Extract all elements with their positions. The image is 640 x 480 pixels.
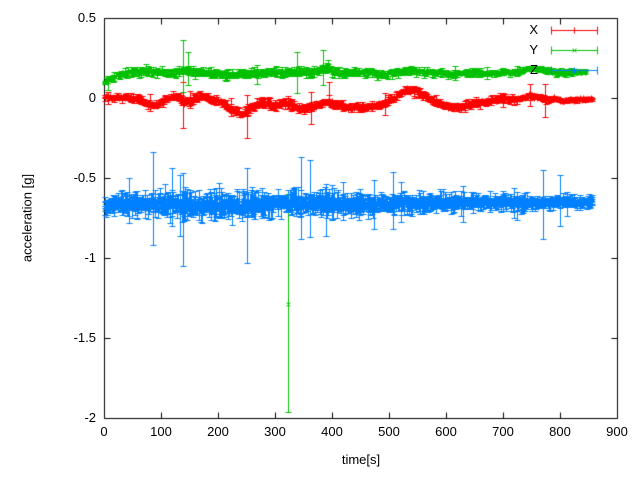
- x-tick-label: 200: [207, 424, 229, 439]
- x-tick-label: 0: [100, 424, 108, 439]
- y-tick-label: -1.5: [73, 330, 96, 345]
- x-tick-label: 700: [492, 424, 514, 439]
- y-tick-label: -1: [84, 250, 96, 265]
- x-tick-label: 400: [321, 424, 343, 439]
- x-tick-label: 300: [264, 424, 286, 439]
- x-tick-label: 600: [435, 424, 457, 439]
- y-tick-label: 0.5: [77, 10, 96, 25]
- x-tick-label: 800: [549, 424, 571, 439]
- x-tick-label: 100: [150, 424, 172, 439]
- y-tick-label: -2: [84, 410, 96, 425]
- x-axis-label: time[s]: [341, 452, 381, 467]
- x-tick-label: 500: [378, 424, 400, 439]
- x-tick-label: 900: [606, 424, 628, 439]
- legend-label-x: X: [529, 22, 538, 37]
- legend-label-y: Y: [529, 42, 538, 57]
- y-axis-label: acceleration [g]: [19, 173, 35, 263]
- y-tick-label: -0.5: [73, 170, 96, 185]
- legend-label-z: Z: [530, 62, 538, 77]
- y-tick-label: 0: [88, 90, 96, 105]
